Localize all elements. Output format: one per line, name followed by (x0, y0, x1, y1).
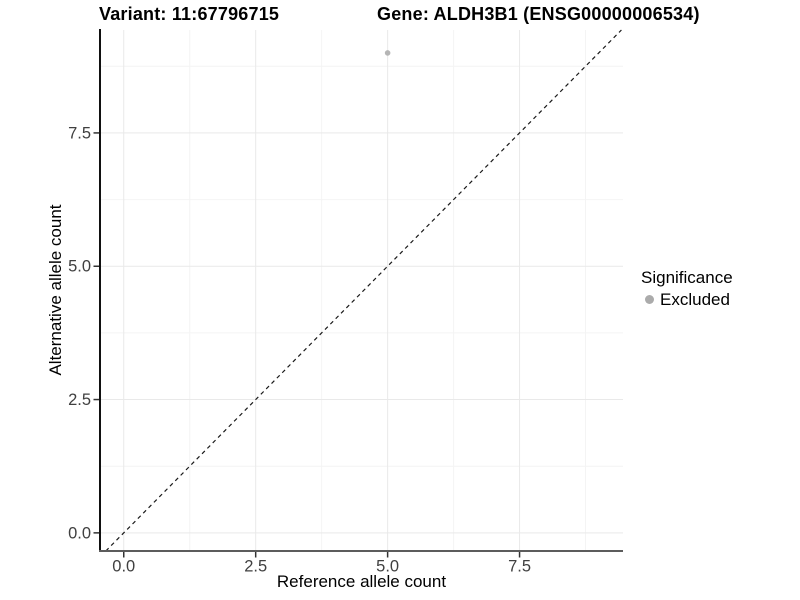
legend-key (641, 291, 658, 308)
x-tick-label: 5.0 (376, 558, 399, 576)
legend-item-label: Excluded (660, 289, 730, 309)
legend-items: Excluded (641, 290, 733, 309)
x-tick-label: 7.5 (508, 558, 531, 576)
y-tick-label: 5.0 (68, 258, 91, 276)
x-tick-label: 2.5 (244, 558, 267, 576)
x-axis-label: Reference allele count (276, 572, 447, 591)
legend: Significance Excluded (641, 268, 733, 309)
x-tick-label: 0.0 (112, 558, 135, 576)
legend-item: Excluded (641, 290, 733, 309)
y-tick-label: 7.5 (68, 124, 91, 142)
y-tick-label: 2.5 (68, 391, 91, 409)
legend-title: Significance (641, 268, 733, 287)
y-axis-label: Alternative allele count (46, 204, 65, 376)
plot-title-variant: Variant: 11:67796715 (99, 4, 280, 24)
data-point (384, 50, 391, 56)
y-tick-label: 0.0 (68, 524, 91, 542)
plot-title-gene: Gene: ALDH3B1 (ENSG00000006534) (377, 4, 700, 24)
legend-point-icon (645, 295, 654, 304)
identity-line (105, 29, 622, 552)
